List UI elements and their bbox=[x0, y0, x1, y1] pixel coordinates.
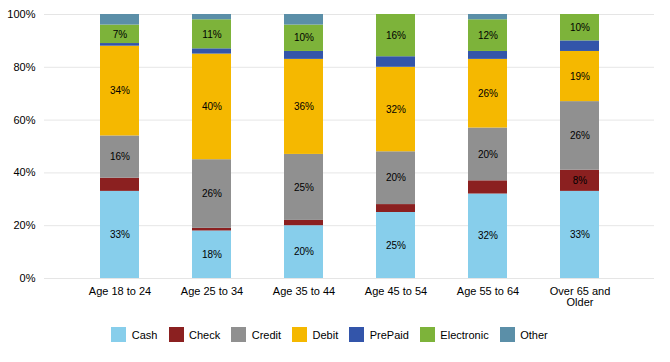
svg-text:20%: 20% bbox=[294, 246, 314, 257]
svg-text:Age 35 to 44: Age 35 to 44 bbox=[273, 285, 335, 297]
svg-text:19%: 19% bbox=[570, 71, 590, 82]
svg-text:10%: 10% bbox=[294, 32, 314, 43]
svg-text:32%: 32% bbox=[478, 230, 498, 241]
html-text:Debit: Debit bbox=[312, 328, 339, 341]
html-text:Check: Check bbox=[189, 328, 221, 341]
html-text:Electronic: Electronic bbox=[440, 328, 489, 341]
svg-text:20%: 20% bbox=[13, 219, 35, 231]
svg-text:8%: 8% bbox=[573, 175, 588, 186]
svg-text:33%: 33% bbox=[570, 229, 590, 240]
svg-text:26%: 26% bbox=[478, 88, 498, 99]
svg-text:20%: 20% bbox=[478, 149, 498, 160]
svg-text:60%: 60% bbox=[13, 114, 35, 126]
svg-text:34%: 34% bbox=[110, 85, 130, 96]
svg-text:40%: 40% bbox=[13, 166, 35, 178]
svg-text:7%: 7% bbox=[113, 29, 128, 40]
svg-text:Over 65 andOlder: Over 65 andOlder bbox=[550, 285, 611, 308]
svg-text:26%: 26% bbox=[570, 130, 590, 141]
svg-text:Age 55 to 64: Age 55 to 64 bbox=[457, 285, 519, 297]
svg-text:18%: 18% bbox=[202, 249, 222, 260]
svg-text:12%: 12% bbox=[478, 30, 498, 41]
svg-text:20%: 20% bbox=[386, 172, 406, 183]
html-text:Cash: Cash bbox=[131, 328, 158, 341]
svg-text:26%: 26% bbox=[202, 188, 222, 199]
svg-text:Age 45 to 54: Age 45 to 54 bbox=[365, 285, 427, 297]
html-text:Other: Other bbox=[520, 328, 548, 341]
html-text:Credit: Credit bbox=[251, 328, 281, 341]
svg-text:11%: 11% bbox=[202, 29, 221, 40]
svg-text:32%: 32% bbox=[386, 104, 406, 115]
svg-text:Age 25 to 34: Age 25 to 34 bbox=[181, 285, 243, 297]
svg-text:16%: 16% bbox=[110, 151, 130, 162]
svg-text:0%: 0% bbox=[20, 272, 36, 284]
svg-text:25%: 25% bbox=[294, 182, 314, 193]
svg-text:36%: 36% bbox=[294, 101, 314, 112]
svg-text:16%: 16% bbox=[386, 30, 406, 41]
svg-text:40%: 40% bbox=[202, 101, 222, 112]
svg-text:100%: 100% bbox=[7, 8, 35, 20]
svg-text:10%: 10% bbox=[570, 22, 590, 33]
svg-text:33%: 33% bbox=[110, 229, 130, 240]
html-text:PrePaid: PrePaid bbox=[369, 328, 409, 341]
svg-text:25%: 25% bbox=[386, 240, 406, 251]
svg-text:Age 18 to 24: Age 18 to 24 bbox=[89, 285, 151, 297]
svg-text:80%: 80% bbox=[13, 61, 35, 73]
